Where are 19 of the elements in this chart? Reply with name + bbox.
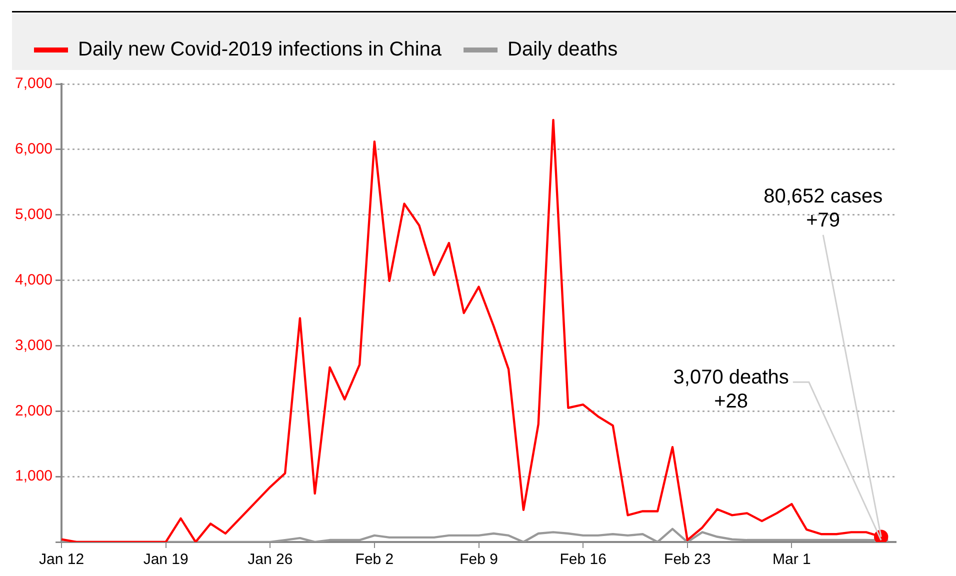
annotation: 3,070 deaths +28 <box>673 366 789 413</box>
y-tick-label: 4,000 <box>14 271 53 288</box>
x-tick-label: Mar 1 <box>772 551 811 568</box>
x-tick-label: Feb 9 <box>460 551 498 568</box>
y-tick-label: 1,000 <box>14 468 53 485</box>
legend-label: Daily new Covid-2019 infections in China <box>78 38 442 61</box>
x-tick-label: Feb 16 <box>560 551 606 568</box>
x-tick-label: Jan 12 <box>39 551 84 568</box>
x-tick-label: Feb 23 <box>664 551 711 568</box>
x-tick-label: Jan 19 <box>143 551 188 568</box>
legend-label: Daily deaths <box>508 38 618 61</box>
y-tick-label: 2,000 <box>14 402 53 420</box>
x-tick-label: Jan 26 <box>248 551 293 568</box>
y-tick-label: 5,000 <box>14 206 53 223</box>
x-tick-label: Feb 2 <box>355 551 394 568</box>
annotation: 80,652 cases +79 <box>764 185 883 232</box>
y-tick-label: 6,000 <box>14 140 53 158</box>
y-tick-label: 3,000 <box>14 336 53 354</box>
y-tick-label: 7,000 <box>14 75 53 92</box>
